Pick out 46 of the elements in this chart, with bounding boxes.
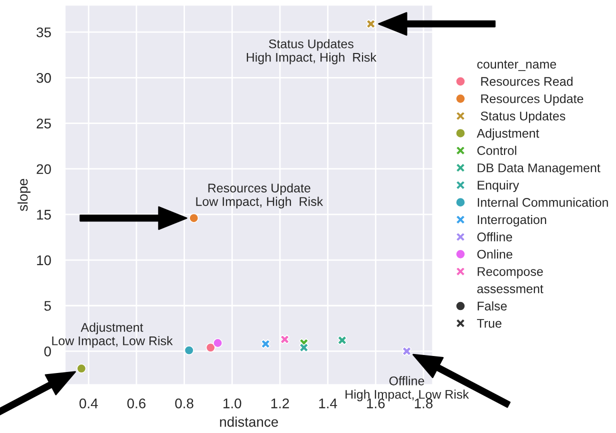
legend-label: Adjustment: [476, 128, 540, 140]
point: [299, 342, 309, 352]
legend-label: Internal Communication: [478, 198, 608, 207]
legend-label: True: [477, 319, 502, 328]
legend-label: Control: [477, 146, 516, 156]
annotation: Adjustment Low Impact, Low Risk: [52, 322, 173, 348]
point: [280, 334, 290, 344]
point: [260, 339, 270, 349]
point: [212, 338, 223, 348]
y-tick-label: 20: [36, 164, 51, 174]
y-axis-title: slope: [18, 178, 30, 212]
y-tick-label: 10: [37, 255, 51, 266]
x-tick-label: 1.0: [224, 398, 242, 408]
point: [76, 364, 86, 374]
point: [206, 342, 216, 352]
legend-label: Resources Update: [481, 94, 584, 106]
x-tick-label: 0.4: [79, 398, 98, 408]
legend-label: Status Updates: [480, 111, 566, 123]
text: assessment: [477, 285, 544, 294]
point: [366, 19, 376, 29]
text: counter_name: [477, 60, 556, 71]
legend-label: False: [478, 301, 507, 311]
y-tick-label: 0: [44, 346, 51, 356]
legend-label: Interrogation: [478, 214, 546, 227]
x-tick-label: 0.8: [175, 398, 194, 408]
annotation: Resources Update Low Impact, High Risk: [196, 183, 324, 208]
legend-label: Enquiry: [478, 180, 520, 192]
legend-label: DB Data Management: [478, 164, 600, 175]
legend-label: Online: [477, 249, 512, 259]
x-tick-label: 1.4: [319, 398, 338, 408]
annotation: Status Updates High Impact, High Risk: [246, 39, 376, 64]
legend-label: Recompose: [478, 267, 543, 278]
x-axis-title: ndistance: [220, 416, 278, 427]
y-tick-label: 5: [44, 301, 51, 311]
point: [337, 335, 347, 346]
y-tick-label: 25: [36, 118, 51, 128]
y-tick-label: 30: [36, 73, 51, 83]
x-tick-label: 0.6: [127, 398, 146, 408]
legend-label: Offline: [477, 232, 512, 242]
x-tick-label: 1.2: [271, 398, 289, 408]
y-tick-label: 35: [36, 27, 51, 38]
point: [184, 345, 194, 356]
point: [402, 346, 412, 356]
y-tick-label: 15: [37, 210, 51, 220]
point: [189, 213, 199, 223]
legend-label: Resources Read: [481, 76, 572, 86]
